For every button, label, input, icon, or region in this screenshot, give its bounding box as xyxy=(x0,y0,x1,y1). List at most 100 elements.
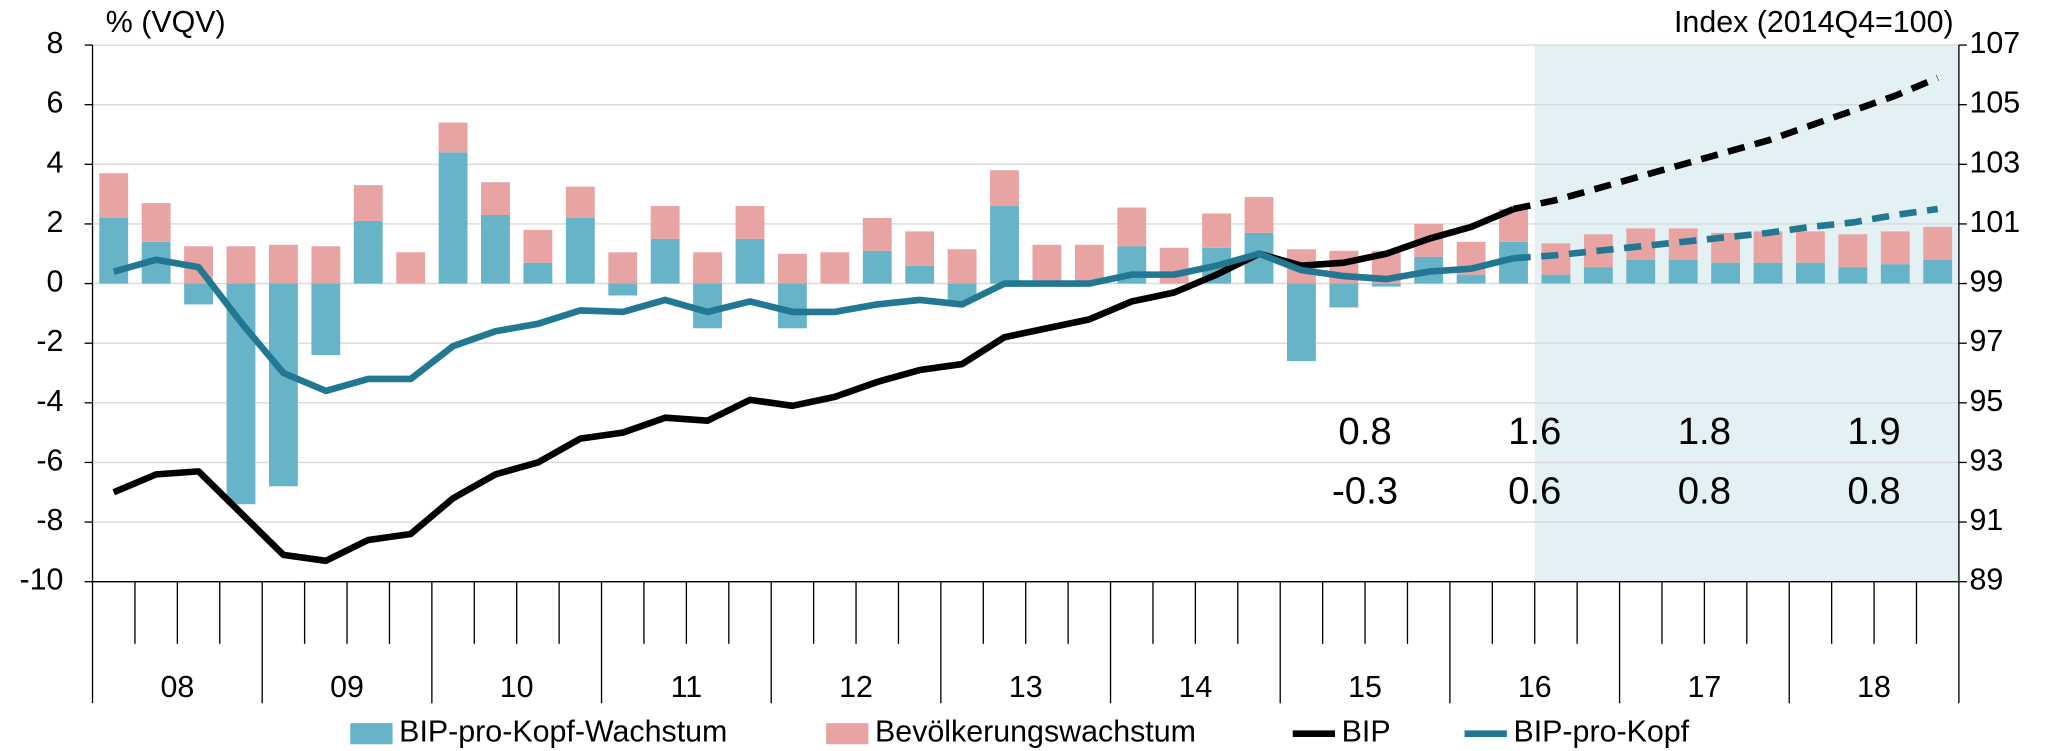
bar xyxy=(1159,247,1189,284)
y2-axis-label: Index (2014Q4=100) xyxy=(1674,5,1954,39)
bar xyxy=(905,265,935,284)
x-group-label: 08 xyxy=(160,670,194,704)
bar xyxy=(1753,231,1783,263)
bar xyxy=(481,214,510,284)
y2-tick-label: 101 xyxy=(1969,205,2020,239)
legend-label: BIP-pro-Kopf-Wachstum xyxy=(399,715,727,749)
y2-tick-label: 95 xyxy=(1969,384,2003,418)
x-group-label: 18 xyxy=(1857,670,1891,704)
bar xyxy=(565,186,595,218)
bar xyxy=(1117,207,1147,247)
x-group-label: 14 xyxy=(1178,670,1212,704)
bar xyxy=(353,185,383,221)
x-group-label: 17 xyxy=(1687,670,1721,704)
bar xyxy=(947,249,977,284)
bar xyxy=(523,229,553,263)
bar xyxy=(226,246,256,284)
y2-tick-label: 105 xyxy=(1969,86,2020,120)
bar xyxy=(1880,231,1910,265)
bar xyxy=(608,283,638,296)
bar xyxy=(396,252,426,284)
annual-growth-label: 0.8 xyxy=(1847,469,1900,512)
annual-growth-label: 1.8 xyxy=(1678,410,1731,453)
y-tick-label: -8 xyxy=(36,503,63,537)
bar xyxy=(268,244,298,284)
bar xyxy=(1923,259,1953,284)
bar xyxy=(862,250,892,284)
bar xyxy=(1244,197,1274,233)
legend-swatch xyxy=(350,723,393,745)
bar xyxy=(1923,226,1953,260)
bar xyxy=(990,206,1019,284)
x-group-label: 13 xyxy=(1009,670,1043,704)
bar xyxy=(141,203,171,242)
bar xyxy=(1626,259,1656,284)
bar xyxy=(735,206,765,239)
bar xyxy=(523,262,553,284)
y-tick-label: -6 xyxy=(36,443,63,477)
y2-tick-label: 103 xyxy=(1969,145,2020,179)
bar xyxy=(99,217,129,284)
bar xyxy=(1668,259,1698,284)
bar xyxy=(990,170,1019,207)
line-forecast xyxy=(1512,74,1939,213)
bar xyxy=(1880,264,1910,284)
bar xyxy=(99,173,129,218)
bar xyxy=(735,238,765,284)
annual-growth-label: -0.3 xyxy=(1332,469,1398,512)
y-tick-label: 2 xyxy=(47,205,64,239)
forecast-area xyxy=(1534,45,1959,582)
bar xyxy=(820,252,850,284)
bar xyxy=(1796,262,1825,284)
bar xyxy=(608,252,638,284)
y-tick-label: -10 xyxy=(20,563,64,597)
bar xyxy=(777,253,807,284)
line-forecast xyxy=(1513,205,1939,262)
bar xyxy=(1838,234,1868,268)
bar xyxy=(311,246,341,284)
bar xyxy=(268,283,298,487)
bar xyxy=(353,220,383,284)
y2-tick-label: 89 xyxy=(1969,563,2003,597)
bar xyxy=(1838,267,1868,284)
bar xyxy=(565,217,595,284)
y-tick-label: 0 xyxy=(47,265,64,299)
bar xyxy=(1371,283,1401,287)
bar xyxy=(1032,244,1062,284)
x-group-label: 15 xyxy=(1348,670,1382,704)
bar xyxy=(862,217,892,251)
bar xyxy=(438,152,468,284)
y-tick-label: 8 xyxy=(47,26,64,60)
y2-tick-label: 107 xyxy=(1969,26,2020,60)
y-axis-label: % (VQV) xyxy=(106,5,226,39)
legend-label: Bevölkerungswachstum xyxy=(875,715,1196,749)
y2-tick-label: 99 xyxy=(1969,265,2003,299)
annual-growth-label: 1.6 xyxy=(1508,410,1561,453)
bar xyxy=(1074,244,1104,284)
annual-growth-label: 1.9 xyxy=(1847,410,1900,453)
bar xyxy=(650,206,680,239)
y2-tick-label: 91 xyxy=(1969,503,2003,537)
bar xyxy=(1329,283,1359,308)
bar xyxy=(226,283,256,505)
bar xyxy=(1583,267,1613,284)
x-group-label: 16 xyxy=(1518,670,1552,704)
bar xyxy=(777,283,807,329)
x-group-label: 10 xyxy=(500,670,534,704)
legend-label: BIP-pro-Kopf xyxy=(1513,715,1689,749)
legend-swatch xyxy=(826,723,869,745)
bar xyxy=(1456,274,1486,284)
line xyxy=(112,250,1515,395)
bar xyxy=(184,283,213,305)
bar xyxy=(693,252,723,284)
bar xyxy=(650,238,680,284)
y2-tick-label: 97 xyxy=(1969,324,2003,358)
bar xyxy=(311,283,341,356)
legend-label: BIP xyxy=(1342,715,1391,749)
annual-growth-label: 0.6 xyxy=(1508,469,1561,512)
x-group-label: 09 xyxy=(330,670,364,704)
annual-growth-label: 0.8 xyxy=(1678,469,1731,512)
y-tick-label: -2 xyxy=(36,324,63,358)
bar xyxy=(1711,262,1741,284)
